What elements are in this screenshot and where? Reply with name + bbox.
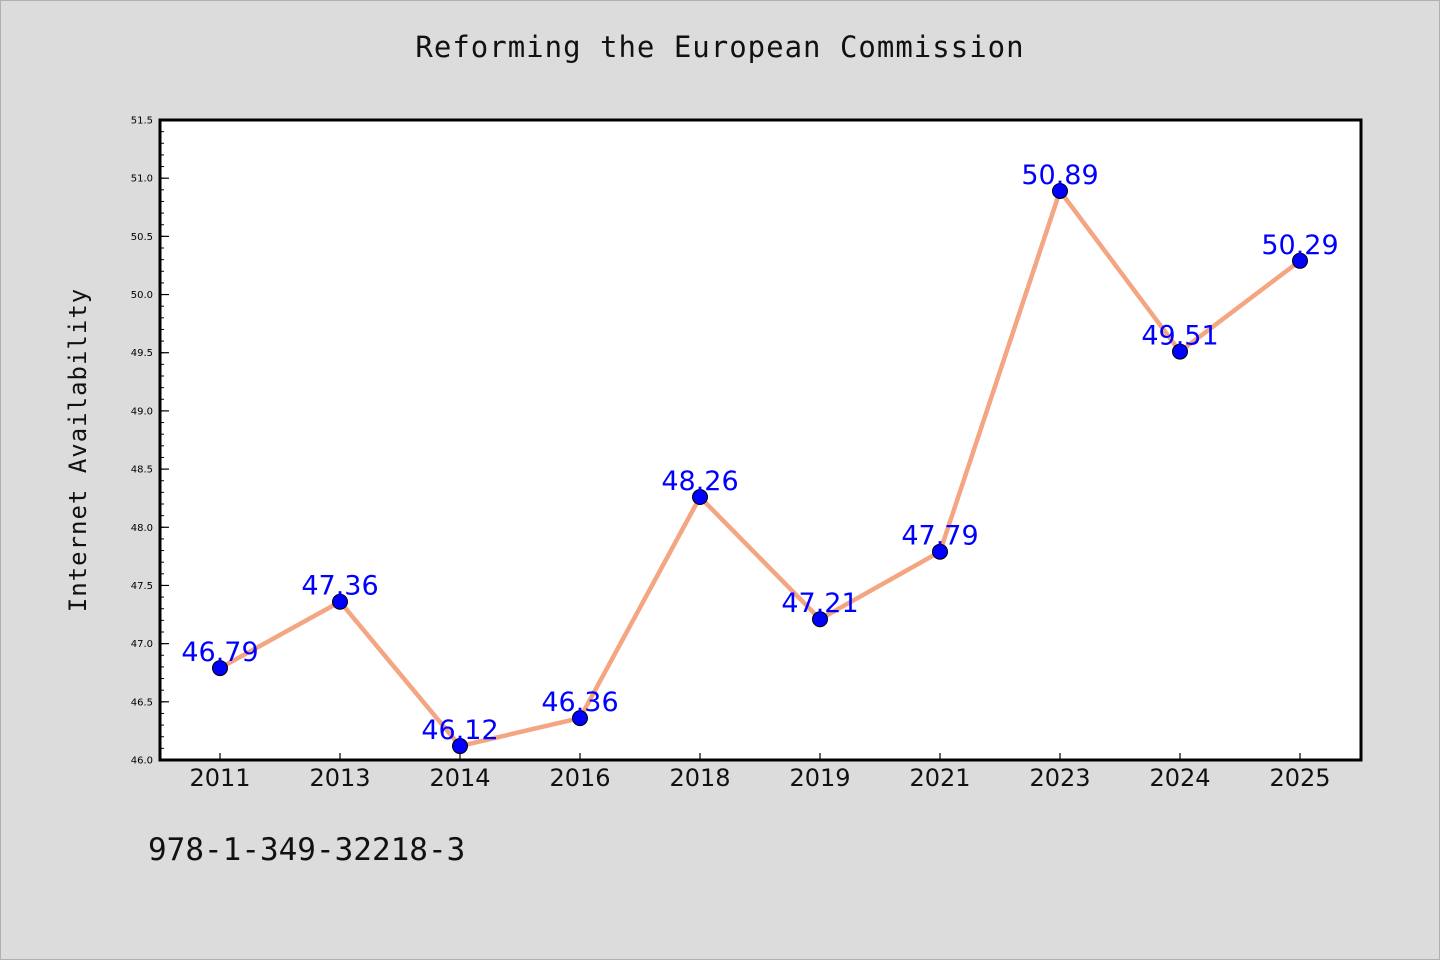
data-label: 46.79 <box>181 637 258 668</box>
data-label: 50.29 <box>1261 230 1338 261</box>
data-point <box>212 660 228 677</box>
x-tick-label: 2024 <box>1149 764 1210 792</box>
x-tick-label: 2025 <box>1269 764 1330 792</box>
data-point <box>572 710 588 727</box>
y-tick-label: 46.5 <box>131 697 153 708</box>
plot-border <box>158 118 1363 762</box>
data-point <box>452 738 468 755</box>
x-tick-label: 2014 <box>429 764 490 792</box>
x-tick-label: 2021 <box>909 764 970 792</box>
data-point <box>692 489 708 506</box>
data-point <box>1172 343 1188 360</box>
x-tick-label: 2019 <box>789 764 850 792</box>
y-tick-label: 50.5 <box>131 232 153 243</box>
y-tick-label: 47.0 <box>131 639 153 650</box>
x-tick-label: 2016 <box>549 764 610 792</box>
data-label: 47.36 <box>301 571 378 602</box>
data-label: 46.12 <box>421 715 498 746</box>
data-point <box>932 543 948 560</box>
data-label: 47.79 <box>901 521 978 552</box>
x-tick-label: 2011 <box>189 764 250 792</box>
series-line <box>217 188 1303 749</box>
y-axis-label: Internet Availability <box>64 288 92 612</box>
x-tick-label: 2023 <box>1029 764 1090 792</box>
data-point <box>1052 182 1068 199</box>
data-label: 50.89 <box>1021 160 1098 191</box>
data-point <box>332 593 348 610</box>
x-tick-label: 2018 <box>669 764 730 792</box>
y-tick-label: 50.0 <box>131 290 153 301</box>
isbn-text: 978-1-349-32218-3 <box>148 832 466 868</box>
plot-area <box>160 120 1361 760</box>
y-tick-label: 49.5 <box>131 348 153 359</box>
data-label: 47.21 <box>781 588 858 619</box>
y-tick-label: 48.5 <box>131 465 153 476</box>
y-tick-label: 46.0 <box>131 756 153 767</box>
data-label: 49.51 <box>1141 321 1218 352</box>
y-tick-label: 51.5 <box>131 116 153 127</box>
y-tick-label: 49.0 <box>131 406 153 417</box>
data-label: 48.26 <box>661 466 738 497</box>
y-tick-label: 47.5 <box>131 581 153 592</box>
data-point <box>812 611 828 628</box>
data-point <box>1292 252 1308 269</box>
x-tick-label: 2013 <box>309 764 370 792</box>
y-tick-label: 51.0 <box>131 174 153 185</box>
chart-title: Reforming the European Commission <box>415 30 1025 64</box>
data-label: 46.36 <box>541 687 618 718</box>
y-tick-label: 48.0 <box>131 523 153 534</box>
